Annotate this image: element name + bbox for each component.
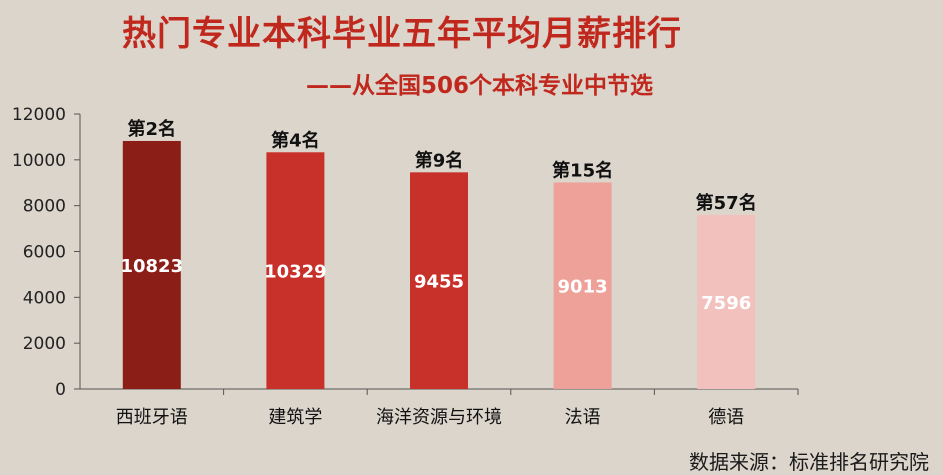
- bar-rank-label: 第9名: [415, 149, 464, 171]
- bar-value-label: 10329: [264, 262, 327, 283]
- chart-bars: 10823 第2名 10329 第4名 9455 第9名 9013 第15名 7596 第57名: [120, 118, 757, 389]
- x-category-label: 海洋资源与环境: [376, 407, 502, 428]
- y-tick-label: 4000: [23, 288, 66, 308]
- x-category-label: 建筑学: [268, 407, 322, 428]
- bar: [122, 140, 181, 389]
- bar-rank-label: 第4名: [271, 129, 320, 151]
- bar-value-label: 9013: [558, 277, 608, 298]
- y-tick-label: 6000: [23, 243, 66, 263]
- y-tick-label: 8000: [23, 197, 66, 217]
- data-source-note: 数据来源：标准排名研究院: [689, 450, 929, 474]
- bar: [553, 182, 612, 389]
- bar-value-label: 10823: [120, 256, 183, 277]
- bar: [697, 214, 756, 389]
- x-category-label: 德语: [708, 407, 744, 428]
- bar-rank-label: 第15名: [552, 159, 613, 181]
- bar-value-label: 9455: [414, 272, 464, 293]
- chart-axes: 0 2000 4000 6000 8000 10000 12000 西班牙语 建筑学 海洋资源与环…: [12, 105, 799, 428]
- y-tick-label: 12000: [12, 105, 66, 125]
- chart-title: 热门专业本科毕业五年平均月薪排行: [122, 14, 682, 54]
- x-category-label: 西班牙语: [116, 407, 188, 428]
- bar: [410, 172, 468, 389]
- bar-rank-label: 第2名: [128, 118, 177, 140]
- y-tick-label: 2000: [23, 334, 66, 354]
- y-tick-label: 10000: [12, 151, 66, 171]
- bar: [266, 152, 325, 389]
- bar-rank-label: 第57名: [696, 192, 757, 214]
- x-category-label: 法语: [565, 407, 601, 428]
- bar-value-label: 7596: [701, 293, 751, 314]
- y-tick-label: 0: [55, 380, 66, 400]
- chart-subtitle: ——从全国506个本科专业中节选: [306, 73, 654, 99]
